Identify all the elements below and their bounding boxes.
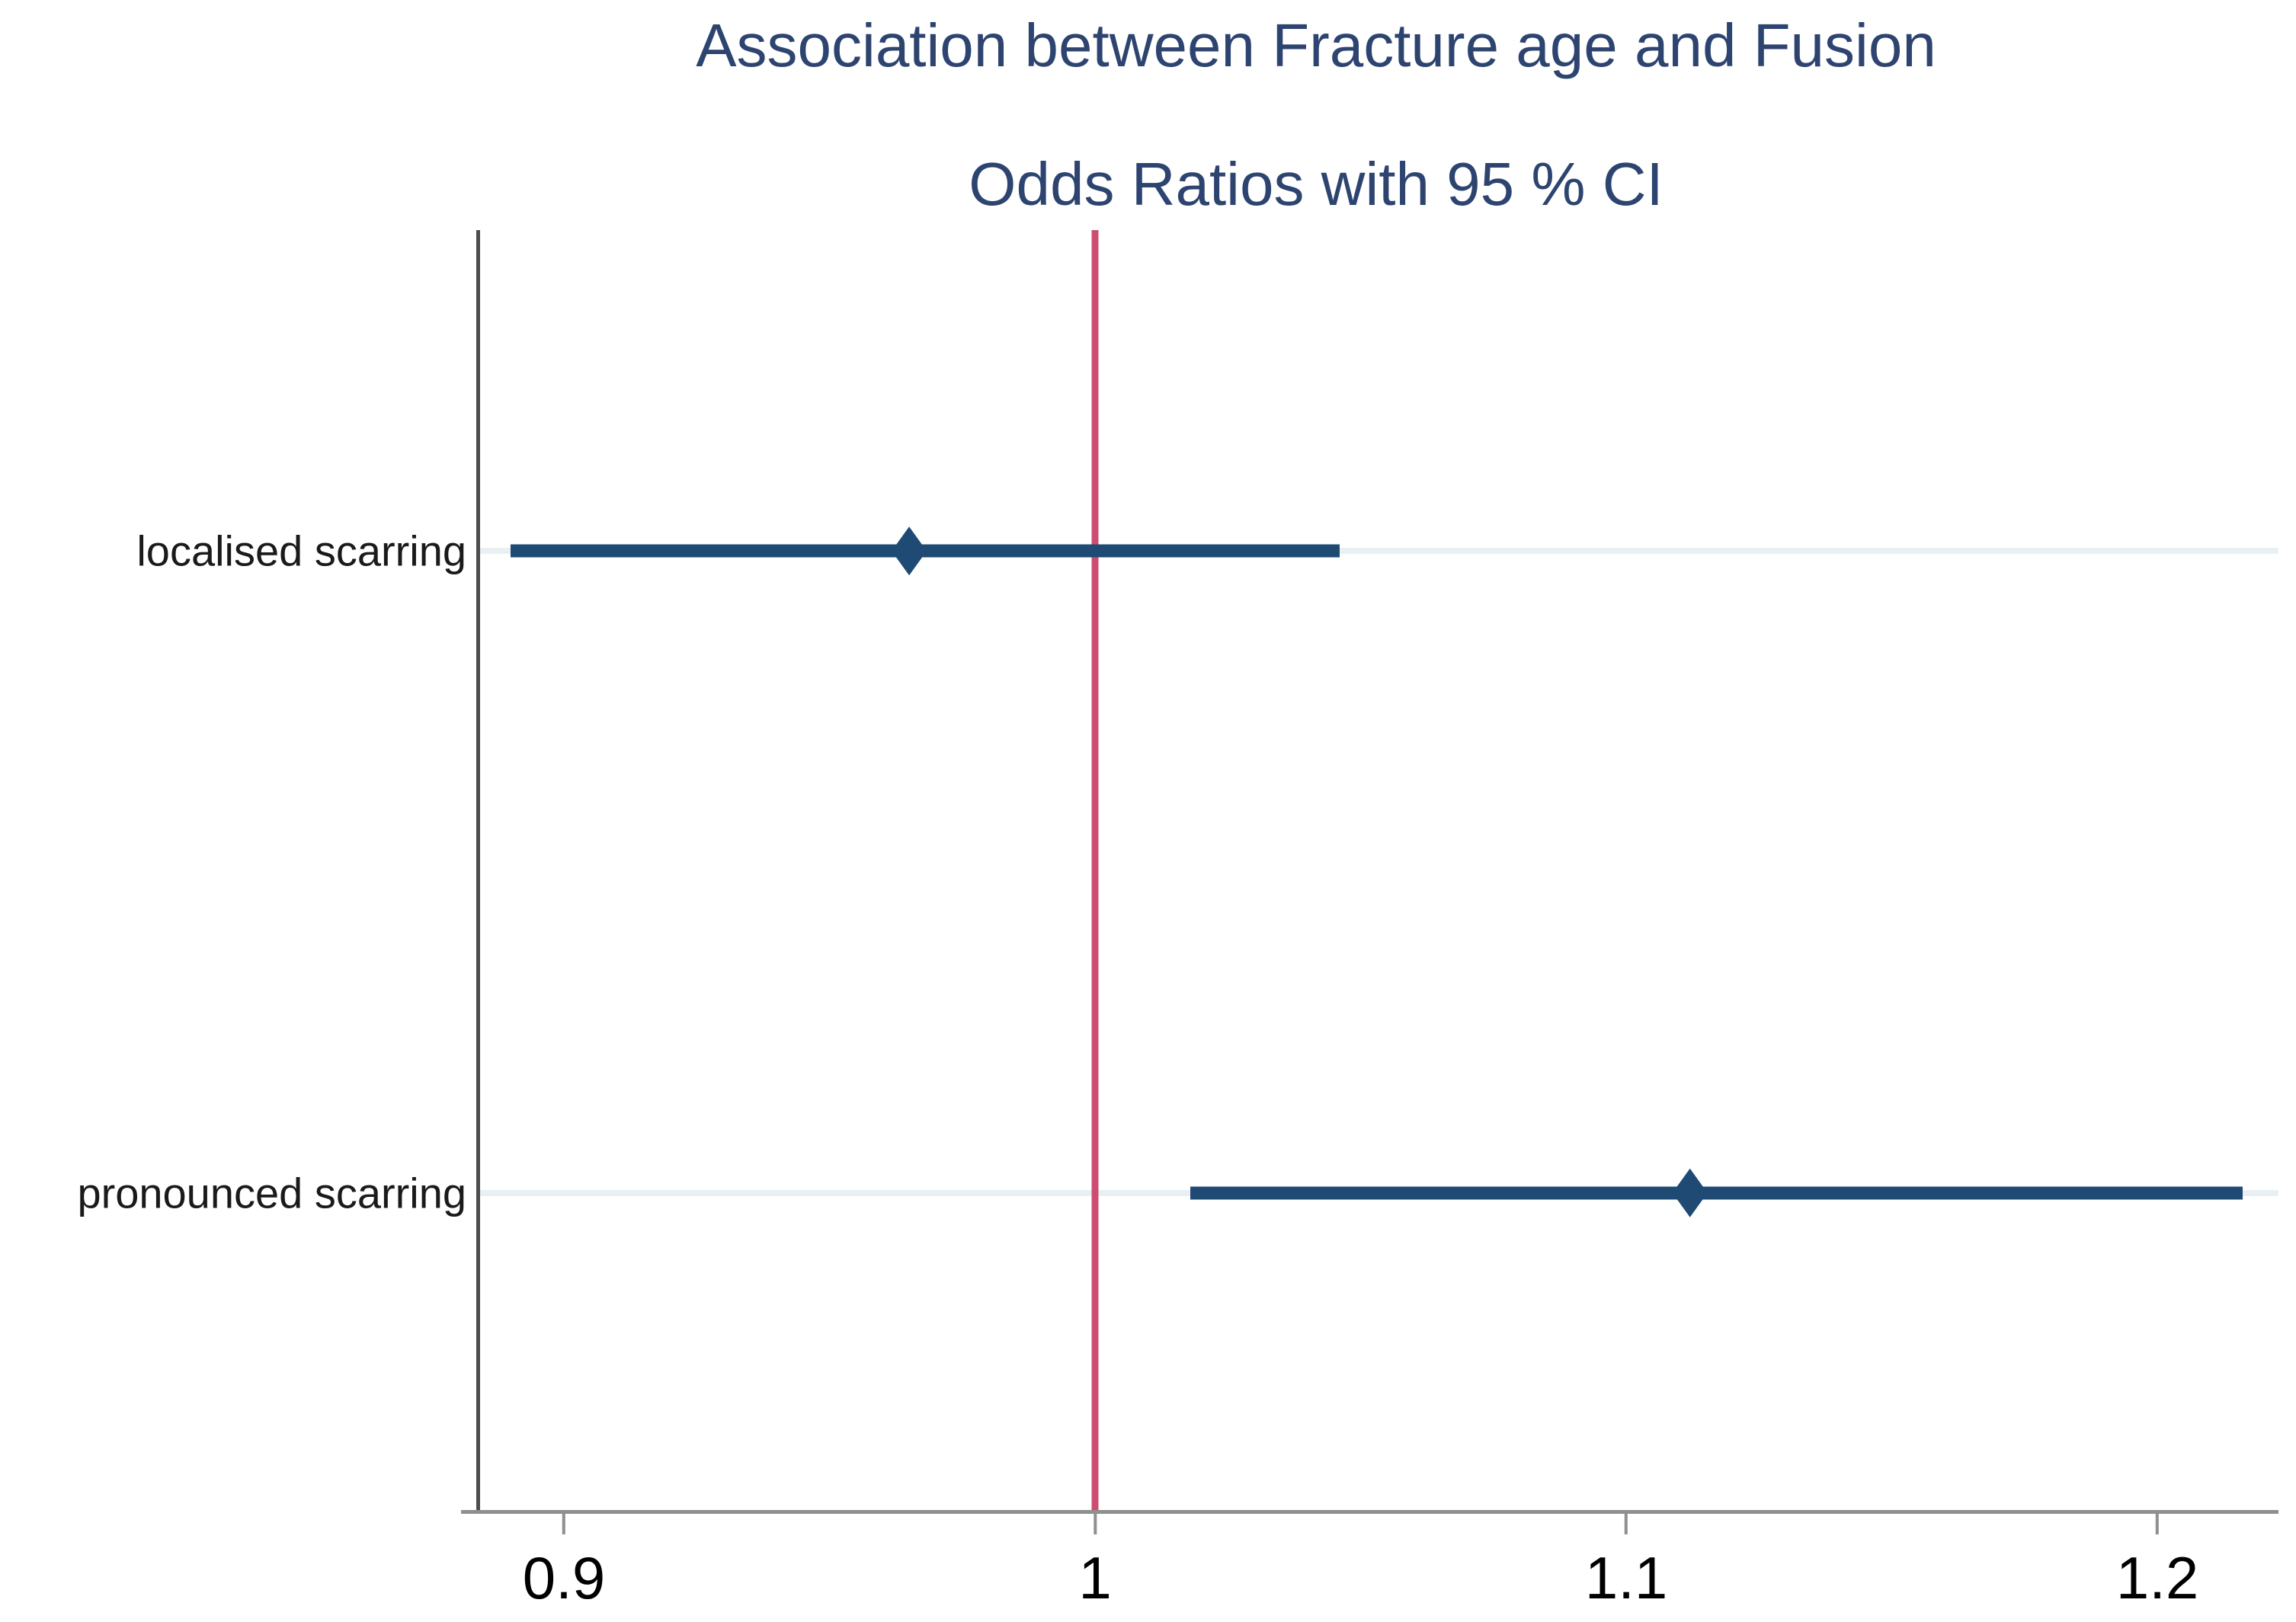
x-tick-label: 1.1	[1584, 1544, 1668, 1611]
x-tick-mark	[1094, 1514, 1097, 1534]
x-tick-label: 1.2	[2115, 1544, 2199, 1611]
x-tick-mark	[2156, 1514, 2160, 1534]
x-tick-label: 0.9	[522, 1544, 606, 1611]
x-tick-1: 1	[1078, 1514, 1112, 1613]
row-gridline	[479, 548, 2278, 555]
y-category-labels: localised scarring pronounced scarring	[0, 230, 466, 1514]
x-tick-mark	[562, 1514, 565, 1534]
x-tick-mark	[1625, 1514, 1628, 1534]
reference-line-or-1	[1091, 230, 1099, 1514]
chart-title: Association between Fracture age and Fus…	[696, 11, 1936, 79]
chart-subtitle: Odds Ratios with 95 % CI	[969, 150, 1664, 218]
x-tick-0.9: 0.9	[523, 1514, 605, 1613]
x-tick-1.1: 1.1	[1585, 1514, 1667, 1613]
y-axis-line	[476, 230, 480, 1514]
row-label-localised-scarring: localised scarring	[136, 526, 466, 575]
row-label-pronounced-scarring: pronounced scarring	[77, 1169, 466, 1217]
ci-bar-pronounced-scarring	[1190, 1186, 2243, 1200]
x-tick-1.2: 1.2	[2116, 1514, 2198, 1613]
point-estimate-pronounced-scarring	[1672, 1168, 1708, 1217]
point-estimate-localised-scarring	[892, 526, 927, 576]
x-tick-label: 1	[1078, 1544, 1112, 1611]
x-axis-line	[461, 1510, 2278, 1514]
plot-area: 0.9 1 1.1 1.2	[461, 230, 2278, 1611]
